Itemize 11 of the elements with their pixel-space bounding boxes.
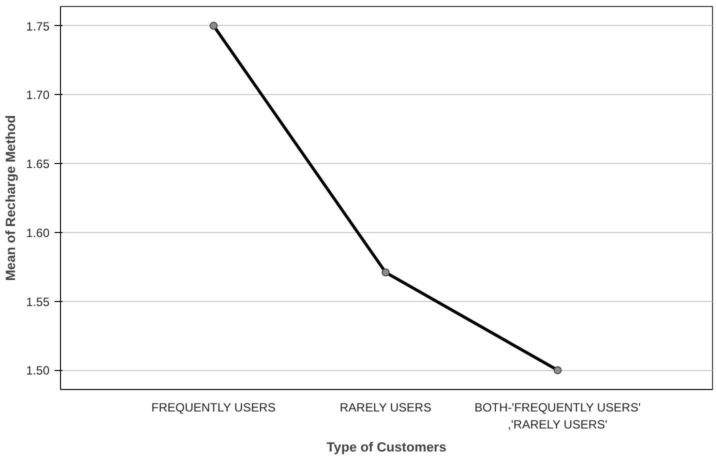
x-tick-label: BOTH-'FREQUENTLY USERS' ,'RARELY USERS'	[474, 400, 641, 432]
y-tick-label: 1.60	[26, 226, 50, 240]
x-tick-label: FREQUENTLY USERS	[151, 400, 276, 414]
y-tick-label: 1.65	[26, 157, 50, 172]
y-tick-label: 1.75	[26, 19, 50, 34]
y-tick-label: 1.50	[26, 364, 50, 378]
y-axis-title: Mean of Recharge Method	[3, 115, 18, 281]
y-tick-label: 1.55	[26, 294, 50, 309]
x-axis-title: Type of Customers	[326, 439, 446, 454]
y-tick-label: 1.70	[26, 88, 50, 102]
x-tick-label: RARELY USERS	[340, 400, 432, 414]
